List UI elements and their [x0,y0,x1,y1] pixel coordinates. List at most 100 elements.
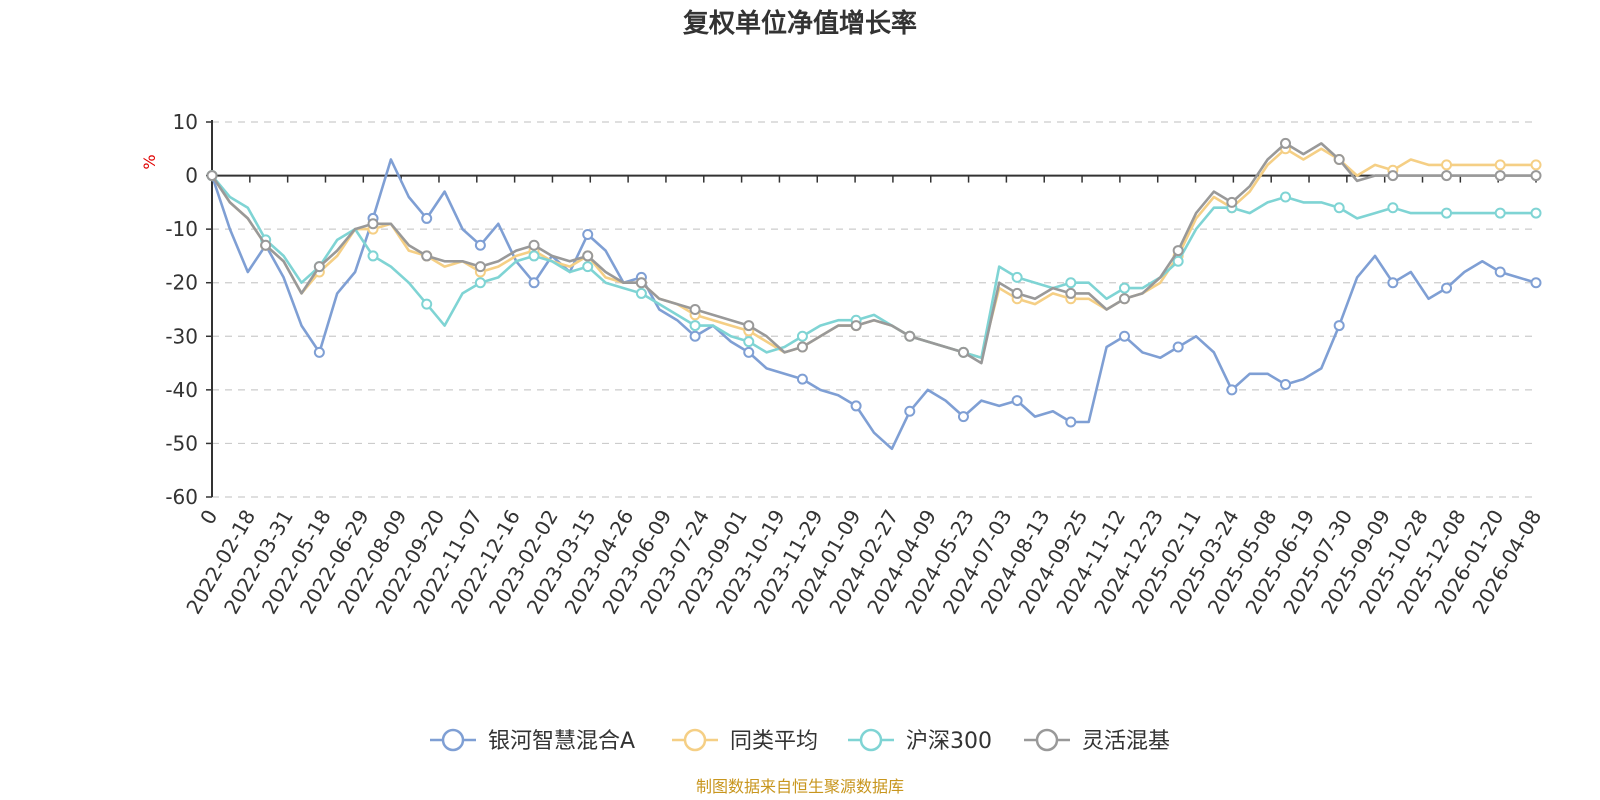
y-tick-label: 0 [185,164,198,188]
series-point-3 [689,304,701,315]
series-point-1 [1530,159,1542,171]
series-point-2 [796,330,808,342]
series-point-0 [1280,379,1292,390]
y-tick-label: -60 [165,485,198,509]
y-tick-label: -20 [165,271,198,295]
legend-label: 同类平均 [730,729,818,754]
legend[interactable]: 银河智慧混合A 同类平均 沪深300 灵活混基 [430,728,1170,754]
y-tick-label: -30 [165,324,198,348]
series-point-3 [1226,196,1238,208]
series-point-2 [689,320,701,332]
grid-lines [212,121,1536,498]
series-point-2 [1065,277,1077,289]
series-point-3 [1387,170,1399,182]
legend-label: 银河智慧混合A [488,729,635,754]
legend-item-1[interactable]: 同类平均 [672,728,818,754]
series-point-2 [528,250,540,262]
chart-title: 复权单位净值增长率 [683,8,917,39]
y-tick-label: -10 [165,217,198,241]
series-point-2 [1333,202,1345,214]
series-point-2 [1387,202,1399,214]
series-point-2 [1172,255,1184,267]
legend-label: 沪深300 [906,729,992,754]
legend-item-3[interactable]: 灵活混基 [1024,728,1170,754]
series-point-3 [904,330,916,342]
series-point-3 [957,346,969,358]
y-tick-label: -40 [165,378,198,402]
series-point-3 [1065,287,1077,299]
series-line-3 [210,142,1536,365]
series-point-1 [1441,159,1453,171]
series-point-2 [1530,207,1542,219]
series-point-2 [1494,207,1506,219]
series-point-3 [260,239,272,251]
series-point-2 [1280,191,1292,203]
series-point-0 [1333,320,1345,332]
series-point-3 [1118,293,1130,305]
series-point-3 [850,320,862,332]
y-tick-label: -50 [165,431,198,455]
series-point-3 [1333,154,1345,165]
series-point-2 [421,298,433,310]
series-point-2 [743,336,755,348]
axes: 100-10-20-30-40-50-6002022-02-182022-03-… [165,110,1546,618]
series-line-0 [210,158,1537,451]
series-point-3 [743,320,755,332]
series-point-3 [1530,170,1542,182]
series-point-0 [1441,282,1453,294]
series-point-0 [1494,266,1506,278]
series-point-0 [313,346,325,358]
legend-item-2[interactable]: 沪深300 [848,728,992,754]
series-point-2 [1118,282,1130,294]
series-point-0 [904,405,916,417]
series-point-0 [1387,277,1399,289]
series-point-0 [1065,416,1077,428]
legend-swatch-marker [1035,728,1059,752]
data-source-note: 制图数据来自恒生聚源数据库 [696,777,904,796]
series-point-2 [635,287,647,299]
series-point-1 [1494,159,1506,171]
series-point-2 [1441,207,1453,219]
series-point-0 [1172,341,1184,353]
series-point-0 [528,277,540,289]
series-point-0 [743,346,755,358]
series-point-0 [582,229,594,240]
series-point-3 [206,170,218,182]
series-line-2 [211,174,1536,360]
legend-label: 灵活混基 [1082,729,1170,754]
series-point-3 [528,239,540,251]
series-point-3 [1494,170,1506,182]
legend-swatch-marker [441,728,465,752]
y-axis-unit: % [140,154,159,169]
series-point-3 [1280,137,1292,149]
series-point-3 [635,277,647,289]
series-point-3 [796,341,808,353]
series-point-0 [421,212,433,224]
series-point-3 [582,250,594,262]
series-point-0 [1226,384,1238,396]
series-lines [206,137,1542,451]
legend-swatch-marker [683,728,707,752]
series-point-2 [1011,271,1023,283]
series-point-0 [689,330,701,342]
legend-item-0[interactable]: 银河智慧混合A [430,728,635,754]
series-point-0 [1118,330,1130,342]
y-tick-label: 10 [173,110,198,134]
series-point-0 [850,400,862,412]
series-point-3 [1441,170,1453,182]
series-point-2 [367,250,379,262]
series-point-3 [367,218,379,230]
series-point-0 [474,239,486,251]
series-point-0 [1530,277,1542,289]
series-point-3 [313,261,325,273]
series-point-3 [1172,245,1184,257]
series-point-2 [474,277,486,289]
series-point-0 [796,373,808,385]
legend-swatch-marker [859,728,883,752]
series-point-3 [421,250,433,262]
series-point-2 [582,261,594,273]
series-point-0 [1011,395,1023,407]
series-point-3 [1011,287,1023,299]
x-tick-label: 0 [195,506,222,529]
